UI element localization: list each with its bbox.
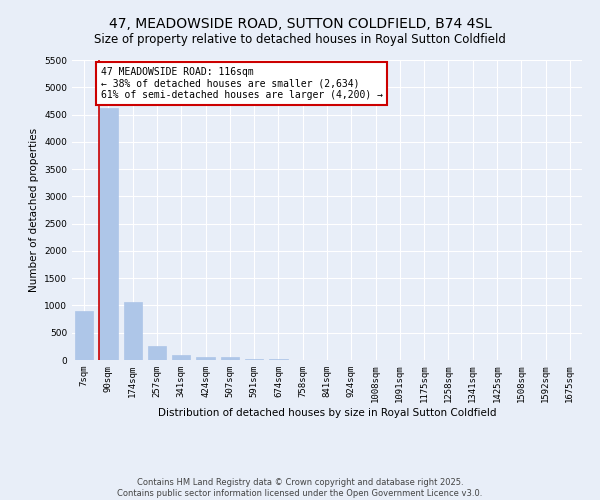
Text: Size of property relative to detached houses in Royal Sutton Coldfield: Size of property relative to detached ho… xyxy=(94,32,506,46)
Text: Contains HM Land Registry data © Crown copyright and database right 2025.
Contai: Contains HM Land Registry data © Crown c… xyxy=(118,478,482,498)
Bar xyxy=(172,354,190,360)
Bar xyxy=(124,302,142,360)
Text: 47, MEADOWSIDE ROAD, SUTTON COLDFIELD, B74 4SL: 47, MEADOWSIDE ROAD, SUTTON COLDFIELD, B… xyxy=(109,18,491,32)
Bar xyxy=(75,311,93,360)
Bar xyxy=(221,358,239,360)
X-axis label: Distribution of detached houses by size in Royal Sutton Coldfield: Distribution of detached houses by size … xyxy=(158,408,496,418)
Text: 47 MEADOWSIDE ROAD: 116sqm
← 38% of detached houses are smaller (2,634)
61% of s: 47 MEADOWSIDE ROAD: 116sqm ← 38% of deta… xyxy=(101,66,383,100)
Bar xyxy=(148,346,166,360)
Bar xyxy=(245,359,263,360)
Y-axis label: Number of detached properties: Number of detached properties xyxy=(29,128,38,292)
Bar xyxy=(100,108,118,360)
Bar xyxy=(196,357,215,360)
